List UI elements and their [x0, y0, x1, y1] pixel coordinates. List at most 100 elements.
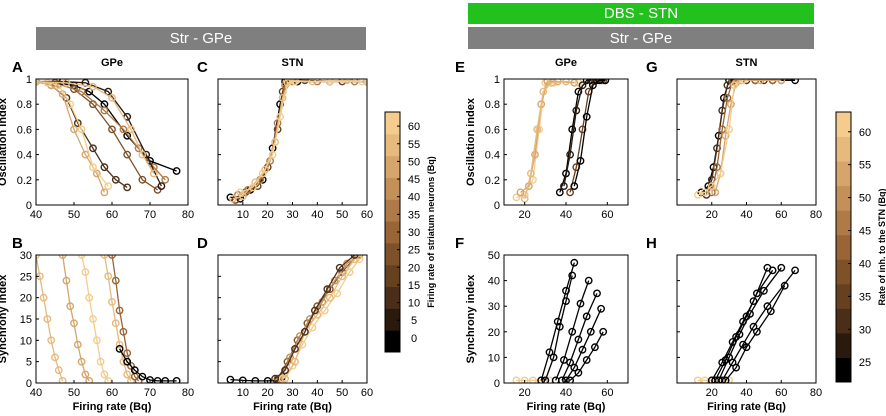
data-point: [281, 374, 289, 383]
data-point: [89, 144, 97, 153]
colorbar-tick-label: 30: [408, 227, 420, 239]
data-point: [694, 190, 702, 199]
y-tick-label: 0.4: [485, 150, 500, 162]
y-tick-label: 50: [488, 250, 500, 262]
data-point: [236, 188, 245, 197]
data-point: [123, 150, 132, 159]
colorbar-striatum: 0 5 10 15 20 25 30 35 40 45 50 55 60 Firing rate of s…: [384, 111, 436, 353]
series-group: [694, 263, 799, 383]
panel-title: STN: [282, 57, 304, 69]
data-point: [791, 79, 799, 85]
data-point: [566, 188, 574, 197]
panel-d: 10 20 30 40 50 60 Firing rate (Bq) D: [197, 235, 373, 413]
data-point: [584, 276, 593, 285]
panel-title: GPe: [101, 57, 123, 69]
y-tick-label: 20: [488, 327, 500, 339]
series-line-6: [119, 348, 177, 382]
panel-f: 20 40 60 0 10 20 30 40 50 Firing rate (Bq) Synchro…: [455, 235, 629, 413]
data-point: [85, 293, 94, 302]
panel-letter: E: [455, 59, 465, 76]
data-point: [355, 255, 364, 264]
series-line-3: [524, 80, 567, 199]
colorbar-segment: [836, 112, 851, 138]
colorbar-segment: [836, 161, 851, 187]
data-point: [582, 112, 591, 121]
data-point: [516, 188, 525, 197]
panel-letter: F: [455, 235, 464, 252]
data-point: [756, 79, 765, 85]
colorbar-tick-label: 50: [859, 193, 871, 205]
data-point: [291, 79, 299, 86]
data-point: [123, 349, 132, 357]
y-tick-label: 0: [26, 200, 32, 212]
colorbar-tick-label: 55: [859, 160, 871, 172]
data-point: [780, 281, 789, 290]
data-point: [104, 182, 113, 191]
x-tick-label: 60: [106, 209, 118, 221]
data-point: [96, 357, 105, 366]
data-point: [89, 163, 97, 172]
data-point: [115, 306, 124, 315]
colorbar-tick-label: 40: [408, 192, 420, 204]
data-point: [100, 370, 109, 379]
data-point: [153, 377, 162, 383]
y-tick-label: 0.8: [17, 99, 32, 111]
series-line-2: [711, 267, 768, 381]
data-point: [89, 315, 97, 323]
data-point: [77, 87, 86, 96]
colorbar-tick-label: 35: [408, 209, 420, 221]
y-tick-label: 1: [494, 74, 500, 86]
series-group: [36, 255, 181, 383]
panel-a: 40 50 60 70 80 0 0.2 0.4 0.6 0.8 1 GPe Oscillation i…: [0, 57, 194, 221]
y-tick-label: 25: [20, 271, 32, 283]
series-line-7: [573, 79, 606, 187]
data-point: [271, 374, 279, 383]
colorbar-segment: [385, 177, 400, 200]
colorbar-segment: [836, 283, 851, 309]
y-tick-label: 15: [20, 314, 32, 326]
data-point: [77, 357, 86, 366]
data-point: [725, 353, 733, 362]
data-point: [520, 194, 529, 203]
panel-h: 20 40 60 80 Firing rate (Bq) H: [646, 235, 822, 413]
data-point: [92, 169, 101, 178]
series-line-5: [111, 255, 140, 382]
data-point: [138, 372, 147, 381]
data-point: [599, 327, 608, 336]
series-line-4: [555, 280, 590, 381]
colorbar-tick-label: 30: [859, 324, 871, 336]
series-line-8: [36, 80, 155, 174]
series-line-6: [569, 79, 604, 193]
colorbar-segment: [385, 199, 400, 222]
x-axis-label: Firing rate (Bq): [527, 401, 606, 413]
series-group: [226, 255, 364, 383]
data-point: [601, 79, 610, 85]
data-point: [777, 263, 786, 272]
series-line-1: [516, 80, 579, 199]
data-point: [777, 79, 786, 85]
x-tick-label: 80: [182, 209, 194, 221]
data-point: [323, 285, 332, 293]
y-tick-label: 0.2: [17, 175, 32, 187]
data-point: [47, 336, 56, 345]
x-tick-label: 60: [775, 209, 787, 221]
data-point: [570, 182, 579, 191]
data-point: [572, 106, 581, 115]
series-line-3: [544, 275, 573, 381]
data-point: [111, 276, 120, 285]
data-point: [570, 258, 579, 267]
x-axis-label: Firing rate (Bq): [253, 401, 332, 413]
data-point: [529, 376, 537, 383]
data-point: [593, 289, 601, 298]
x-tick-label: 80: [810, 209, 822, 221]
data-point: [725, 125, 733, 134]
data-point: [85, 87, 94, 96]
data-point: [545, 348, 554, 357]
data-point: [562, 286, 570, 295]
axes-frame: [35, 254, 189, 384]
colorbar-segment: [836, 136, 851, 162]
data-point: [586, 327, 595, 336]
x-tick-label: 20: [262, 209, 274, 221]
x-tick-label: 50: [68, 209, 80, 221]
